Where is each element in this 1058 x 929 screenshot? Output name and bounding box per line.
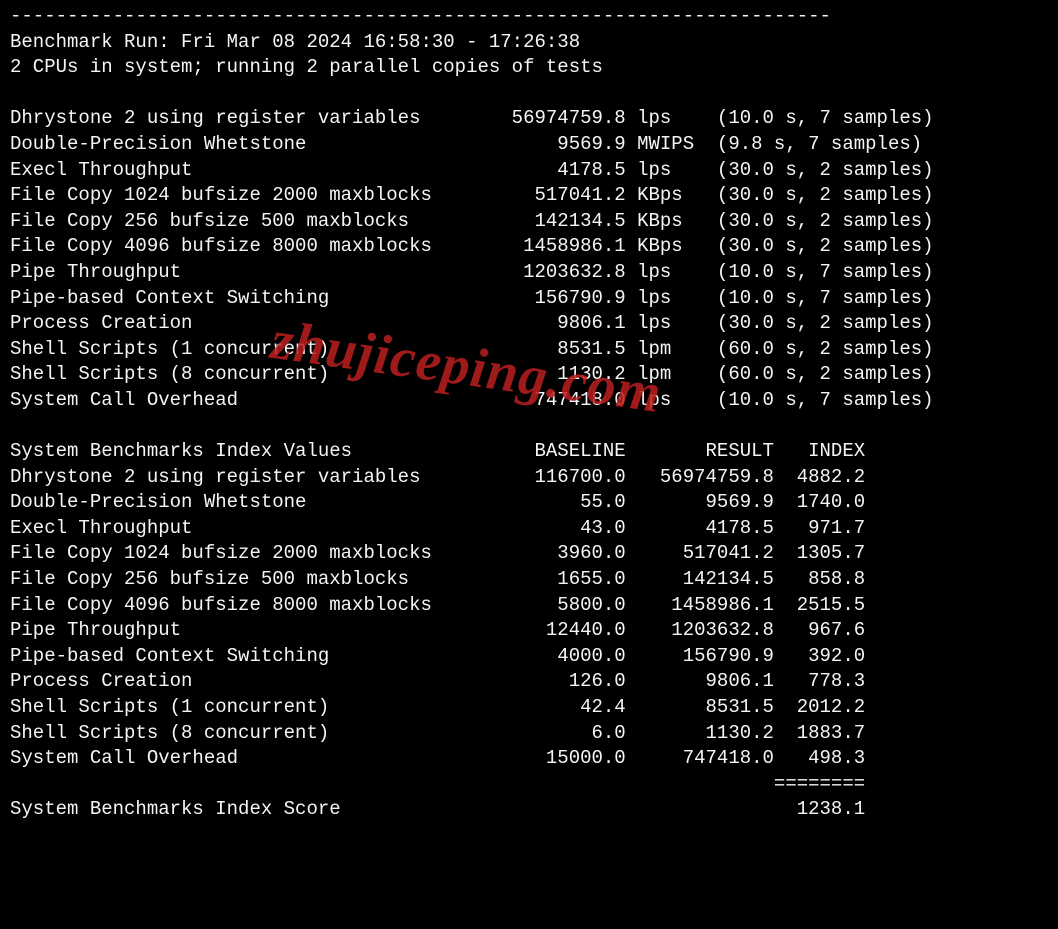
terminal-output: ----------------------------------------… <box>0 0 1058 827</box>
